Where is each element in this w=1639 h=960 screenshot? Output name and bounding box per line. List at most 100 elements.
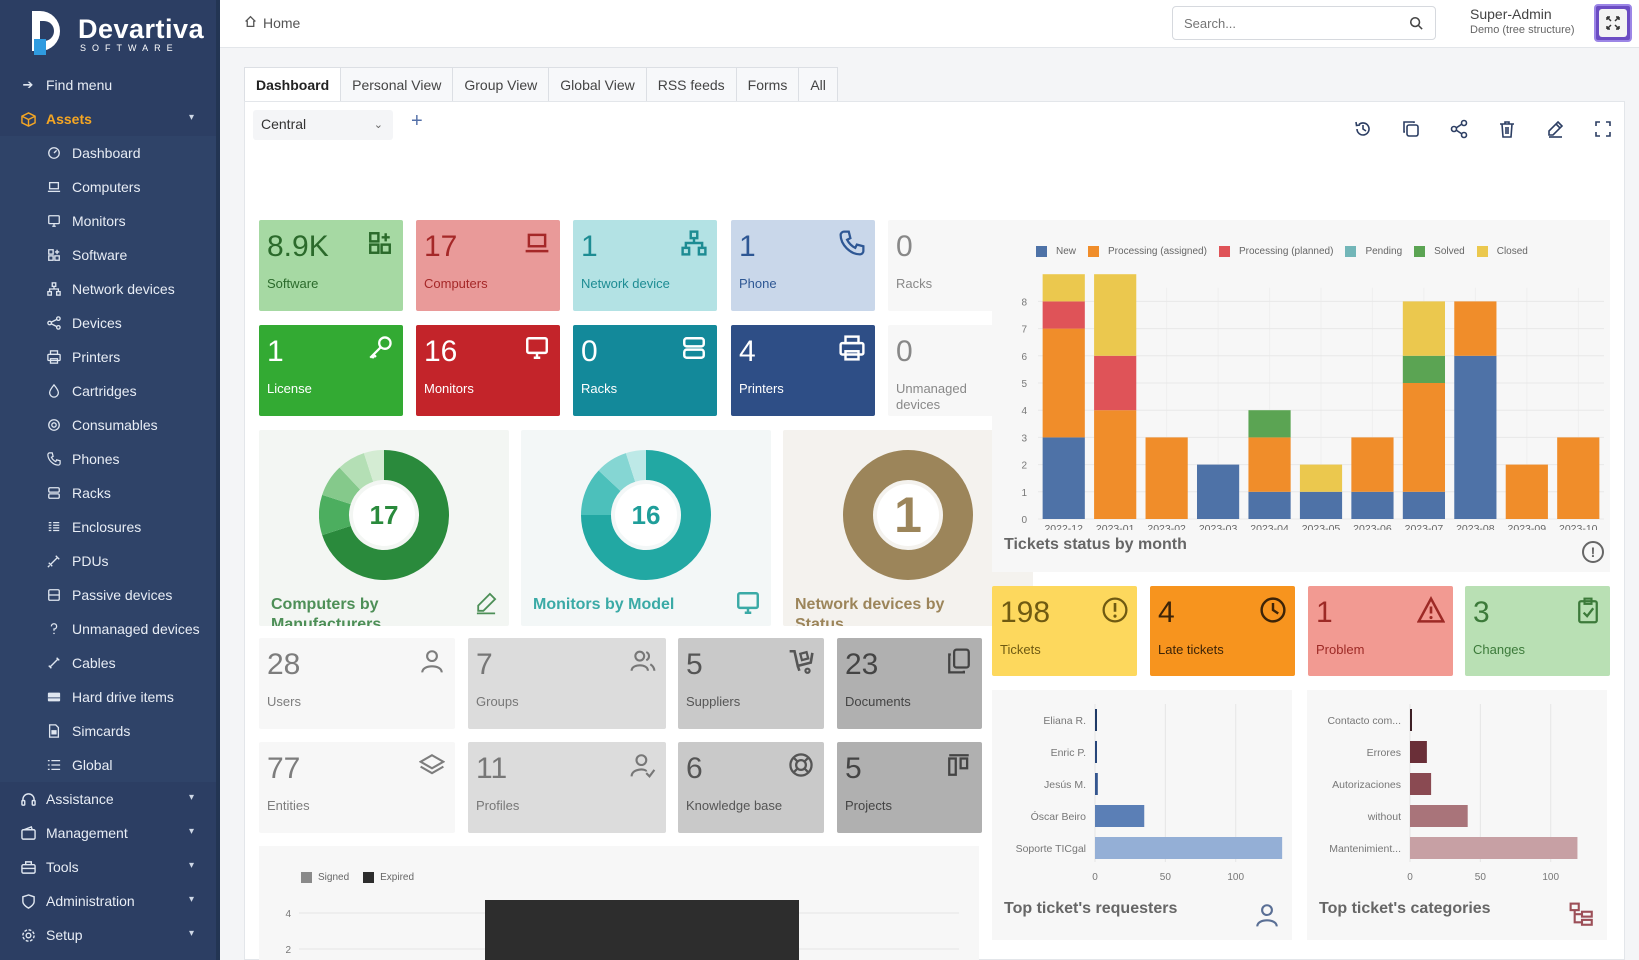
donut-slice[interactable] [843, 450, 973, 580]
donut-slice[interactable] [322, 450, 449, 580]
sidebar-scrollbar[interactable] [216, 0, 220, 960]
search-input[interactable] [1173, 7, 1393, 39]
tab-forms[interactable]: Forms [735, 67, 800, 102]
tile-entities[interactable]: 77 Entities [259, 742, 455, 833]
bar[interactable] [1095, 805, 1145, 827]
sidebar-item-dashboard[interactable]: Dashboard [0, 136, 220, 170]
avatar[interactable] [1594, 4, 1632, 42]
tab-all[interactable]: All [798, 67, 838, 102]
tile-late-tickets[interactable]: 4 Late tickets [1150, 586, 1295, 676]
tile-problem[interactable]: 1 Problem [1308, 586, 1453, 676]
bar-segment-new[interactable] [1402, 491, 1446, 519]
tile-tickets[interactable]: 198 Tickets [992, 586, 1137, 676]
breadcrumb[interactable]: Home [244, 15, 300, 31]
find-menu[interactable]: ➔ Find menu [0, 68, 220, 102]
bar[interactable] [1095, 773, 1098, 795]
bar-segment-processing-assigned-[interactable] [1505, 464, 1548, 519]
donut-slice[interactable] [581, 470, 622, 516]
tile-license[interactable]: 1 License [259, 325, 403, 416]
bar-segment-processing-planned-[interactable] [1042, 301, 1085, 329]
donut-slice[interactable] [363, 450, 385, 482]
sidebar-item-cartridges[interactable]: Cartridges [0, 374, 220, 408]
legend-item[interactable]: Signed [301, 872, 349, 883]
brand-logo[interactable]: Devartiva SOFTWARE [0, 0, 220, 68]
sidebar-item-software[interactable]: Software [0, 238, 220, 272]
bar-segment-new[interactable] [1248, 491, 1291, 519]
sidebar-section-setup[interactable]: Setup ▾ [0, 918, 220, 952]
sidebar-item-cables[interactable]: Cables [0, 646, 220, 680]
tab-dashboard[interactable]: Dashboard [244, 67, 342, 102]
bar[interactable] [1095, 741, 1097, 763]
bar-segment-processing-assigned-[interactable] [1557, 437, 1600, 519]
sidebar-section-assets[interactable]: Assets ▾ [0, 102, 220, 136]
tile-users[interactable]: 28 Users [259, 638, 455, 729]
bar-segment-processing-assigned-[interactable] [1248, 437, 1291, 492]
tab-personal-view[interactable]: Personal View [340, 67, 454, 102]
bar-segment-processing-assigned-[interactable] [1094, 410, 1137, 519]
sidebar-item-network-devices[interactable]: Network devices [0, 272, 220, 306]
donut-slice[interactable] [598, 453, 636, 492]
tile-computers[interactable]: 17 Computers [416, 220, 560, 311]
tile-phone[interactable]: 1 Phone [731, 220, 875, 311]
widget-monitors-by-model[interactable]: 16 Monitors by Model [521, 430, 771, 626]
bar-segment-closed[interactable] [1094, 274, 1137, 356]
bar-expired[interactable] [485, 900, 799, 960]
bar[interactable] [1095, 837, 1283, 859]
dashboard-select[interactable]: Central ⌄ [253, 110, 393, 140]
bar-segment-solved[interactable] [1402, 355, 1446, 383]
sidebar-section-management[interactable]: Management ▾ [0, 816, 220, 850]
widget-network-devices-by-status[interactable]: 1 Network devices by Status [783, 430, 1033, 626]
sidebar-item-racks[interactable]: Racks [0, 476, 220, 510]
tile-groups[interactable]: 7 Groups [468, 638, 666, 729]
sidebar-item-devices[interactable]: Devices [0, 306, 220, 340]
bar-segment-solved[interactable] [1248, 410, 1291, 438]
sidebar-section-assistance[interactable]: Assistance ▾ [0, 782, 220, 816]
legend-item[interactable]: New [1036, 246, 1076, 257]
bar-segment-closed[interactable] [1042, 274, 1085, 302]
info-icon[interactable]: ! [1582, 541, 1604, 563]
tile-changes[interactable]: 3 Changes [1465, 586, 1610, 676]
donut-slice[interactable] [322, 467, 361, 505]
legend-item[interactable]: Solved [1414, 246, 1465, 257]
copy-icon[interactable] [1398, 116, 1424, 142]
sidebar-item-hard-drive-items[interactable]: Hard drive items [0, 680, 220, 714]
sidebar-item-enclosures[interactable]: Enclosures [0, 510, 220, 544]
tile-software[interactable]: 8.9K Software [259, 220, 403, 311]
bar-segment-closed[interactable] [1299, 464, 1343, 492]
tile-printers[interactable]: 4 Printers [731, 325, 875, 416]
tile-profiles[interactable]: 11 Profiles [468, 742, 666, 833]
sidebar-item-monitors[interactable]: Monitors [0, 204, 220, 238]
bar[interactable] [1410, 805, 1468, 827]
bar-segment-processing-assigned-[interactable] [1402, 383, 1446, 492]
donut-slice[interactable] [319, 494, 351, 536]
bar[interactable] [1095, 709, 1097, 731]
fullscreen-icon[interactable] [1590, 116, 1616, 142]
bar[interactable] [1410, 773, 1432, 795]
widget-computers-by-manufacturers[interactable]: 17 Computers by Manufacturers [259, 430, 509, 626]
bar-segment-new[interactable] [1196, 464, 1240, 519]
tab-rss-feeds[interactable]: RSS feeds [645, 67, 737, 102]
bar[interactable] [1410, 741, 1427, 763]
legend-item[interactable]: Closed [1476, 246, 1528, 257]
bar-segment-processing-planned-[interactable] [1094, 355, 1137, 411]
bar[interactable] [1410, 709, 1412, 731]
bar[interactable] [1410, 837, 1578, 859]
donut-slice[interactable] [339, 453, 374, 491]
trash-icon[interactable] [1494, 116, 1520, 142]
tile-racks[interactable]: 0 Racks [573, 325, 717, 416]
sidebar-section-tools[interactable]: Tools ▾ [0, 850, 220, 884]
donut-slice[interactable] [625, 450, 647, 482]
legend-item[interactable]: Pending [1345, 246, 1402, 257]
edit-icon[interactable] [1542, 116, 1568, 142]
share-icon[interactable] [1446, 116, 1472, 142]
sidebar-item-printers[interactable]: Printers [0, 340, 220, 374]
sidebar-item-computers[interactable]: Computers [0, 170, 220, 204]
bar-segment-new[interactable] [1299, 491, 1343, 519]
sidebar-item-phones[interactable]: Phones [0, 442, 220, 476]
bar-segment-new[interactable] [1454, 355, 1497, 519]
bar-segment-processing-assigned-[interactable] [1454, 301, 1497, 356]
legend-item[interactable]: Expired [363, 872, 414, 883]
tile-network-device[interactable]: 1 Network device [573, 220, 717, 311]
sidebar-item-passive-devices[interactable]: Passive devices [0, 578, 220, 612]
tile-monitors[interactable]: 16 Monitors [416, 325, 560, 416]
